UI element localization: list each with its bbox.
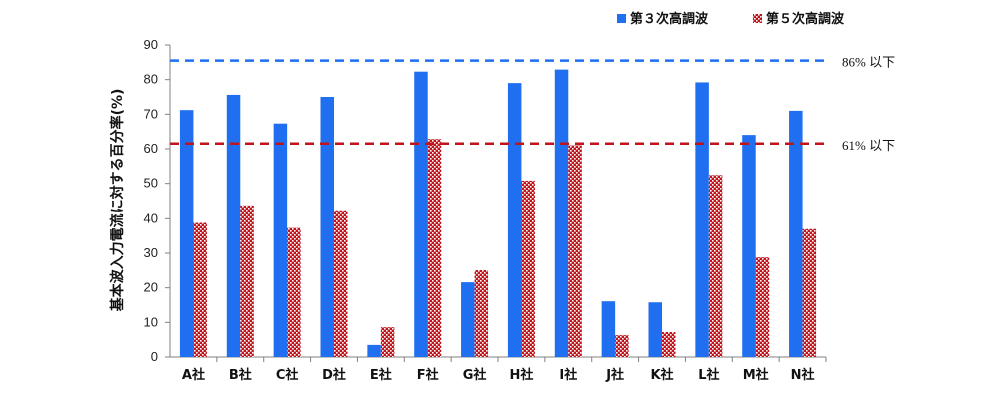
x-category-label: C社 — [276, 367, 299, 383]
y-axis-label-group: 基本波入力電流に対する百分率(%) — [109, 89, 126, 312]
bar-third-harmonic — [507, 83, 522, 357]
legend-swatch — [617, 14, 626, 23]
bar-third-harmonic — [695, 82, 709, 357]
legend-label: 第５次高調波 — [766, 11, 845, 27]
x-category-label: I社 — [559, 367, 577, 383]
x-category-label: A社 — [182, 367, 205, 383]
bar-third-harmonic — [226, 94, 241, 358]
reference-line-label: 86% 以下 — [842, 55, 895, 70]
x-category-label: H社 — [509, 367, 533, 383]
y-tick-label: 0 — [151, 349, 158, 364]
x-category-label: E社 — [370, 367, 392, 383]
y-tick-label: 20 — [144, 280, 158, 295]
y-tick-label: 70 — [144, 106, 158, 121]
legend: 第３次高調波 第５次高調波 — [617, 11, 845, 27]
y-tick-label: 50 — [144, 176, 158, 191]
bar-fifth-harmonic — [615, 335, 629, 357]
bar-third-harmonic — [601, 301, 616, 357]
y-tick-label: 40 — [144, 210, 158, 225]
bar-fifth-harmonic — [474, 269, 489, 357]
bar-third-harmonic — [273, 123, 288, 358]
y-tick-label: 10 — [144, 314, 158, 329]
bar-fifth-harmonic — [240, 205, 254, 357]
bar-fifth-harmonic — [755, 257, 770, 357]
reference-line-label: 61% 以下 — [842, 138, 895, 153]
bar-third-harmonic — [367, 344, 381, 357]
x-category-label: N社 — [791, 367, 815, 383]
bar-third-harmonic — [320, 97, 334, 357]
bar-fifth-harmonic — [380, 327, 395, 357]
x-category-label: F社 — [417, 367, 439, 383]
bar-fifth-harmonic — [802, 228, 817, 357]
y-tick-label: 80 — [144, 72, 158, 87]
bar-fifth-harmonic — [708, 175, 723, 357]
y-tick-label: 60 — [144, 141, 158, 156]
x-category-label: J社 — [605, 367, 624, 383]
bar-fifth-harmonic — [193, 222, 207, 357]
bar-fifth-harmonic — [427, 139, 442, 357]
bar-fifth-harmonic — [521, 180, 535, 357]
bar-third-harmonic — [414, 71, 428, 358]
y-tick-label: 90 — [144, 37, 158, 52]
y-tick-label: 30 — [144, 245, 158, 260]
x-category-label: K社 — [650, 367, 673, 383]
bar-third-harmonic — [554, 69, 569, 357]
bar-third-harmonic — [789, 110, 803, 357]
bar-third-harmonic — [461, 282, 475, 357]
y-axis-label: 基本波入力電流に対する百分率(%) — [109, 89, 126, 312]
bar-third-harmonic — [179, 110, 194, 357]
x-category-label: L社 — [698, 367, 719, 383]
legend-label: 第３次高調波 — [630, 11, 709, 27]
legend-swatch — [753, 14, 762, 23]
x-category-label: M社 — [743, 367, 769, 383]
plot-area: 0 10 20 30 40 50 60 70 80 90 A社 B社 C社 D社 E社 F社 G社 H社 I社 J社 K… — [144, 37, 896, 383]
bar-third-harmonic — [742, 135, 756, 357]
x-category-label: D社 — [322, 367, 346, 383]
bar-third-harmonic — [648, 302, 662, 357]
x-category-label: G社 — [463, 367, 487, 383]
bar-fifth-harmonic — [334, 210, 348, 357]
x-category-label: B社 — [229, 367, 252, 383]
bar-fifth-harmonic — [287, 227, 301, 357]
bar-fifth-harmonic — [662, 332, 676, 357]
bar-fifth-harmonic — [568, 145, 582, 357]
